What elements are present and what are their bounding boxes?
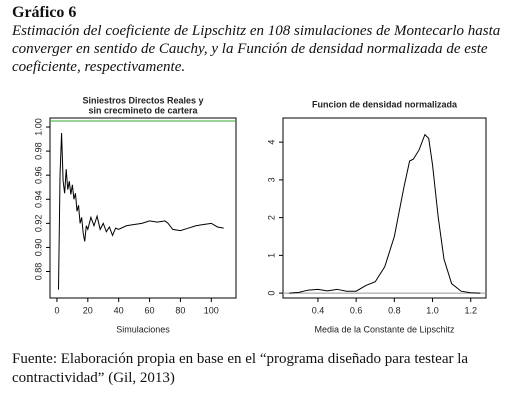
chart-title: Siniestros Directos Reales y: [82, 95, 203, 105]
x-tick-label: 0: [54, 305, 59, 315]
plot-frame: [49, 117, 237, 299]
y-tick-label: 1.00: [33, 118, 43, 136]
data-line: [57, 133, 224, 290]
plot-frame: [282, 117, 487, 299]
chart-title: Funcion de densidad normalizada: [312, 99, 458, 109]
y-tick-label: 0.92: [33, 215, 43, 233]
x-tick-label: 20: [83, 305, 93, 315]
y-tick-label: 0.98: [33, 142, 43, 160]
y-tick-label: 0.88: [33, 263, 43, 281]
y-tick-label: 3: [266, 177, 276, 182]
y-tick-label: 2: [266, 215, 276, 220]
x-tick-label: 0.4: [312, 305, 325, 315]
x-tick-label: 1.0: [426, 305, 439, 315]
figure-label: Gráfico 6: [12, 4, 77, 21]
x-tick-label: 0.8: [388, 305, 401, 315]
y-tick-label: 0: [266, 291, 276, 296]
x-tick-label: 100: [204, 305, 219, 315]
header: Gráfico 6 Estimación del coeficiente de …: [12, 4, 508, 76]
y-tick-label: 4: [266, 140, 276, 145]
x-tick-label: 80: [175, 305, 185, 315]
y-tick-label: 0.94: [33, 191, 43, 209]
x-tick-label: 60: [145, 305, 155, 315]
y-tick-label: 0.96: [33, 166, 43, 184]
y-tick-label: 0.90: [33, 239, 43, 257]
chart-title: sin crecmineto de cartera: [88, 105, 198, 115]
x-tick-label: 1.2: [464, 305, 477, 315]
x-tick-label: 40: [114, 305, 124, 315]
data-line: [289, 133, 481, 294]
x-axis-label: Media de la Constante de Lipschitz: [314, 324, 455, 334]
figure-caption: Estimación del coeficiente de Lipschitz …: [12, 23, 501, 75]
x-tick-label: 0.6: [350, 305, 363, 315]
footer: Fuente: Elaboración propia en base en el…: [12, 351, 469, 386]
y-tick-label: 1: [266, 253, 276, 258]
x-axis-label: Simulaciones: [116, 324, 170, 334]
